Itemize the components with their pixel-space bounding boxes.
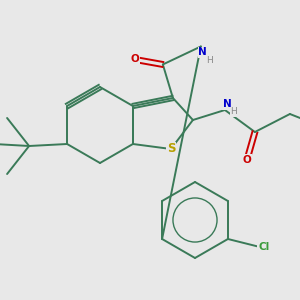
Text: Cl: Cl [258,242,269,252]
Text: H: H [206,56,213,65]
Text: S: S [167,142,175,155]
Text: H: H [230,107,237,116]
Text: N: N [223,99,231,109]
Text: N: N [199,47,207,58]
Text: O: O [130,55,139,64]
Text: O: O [242,155,251,165]
